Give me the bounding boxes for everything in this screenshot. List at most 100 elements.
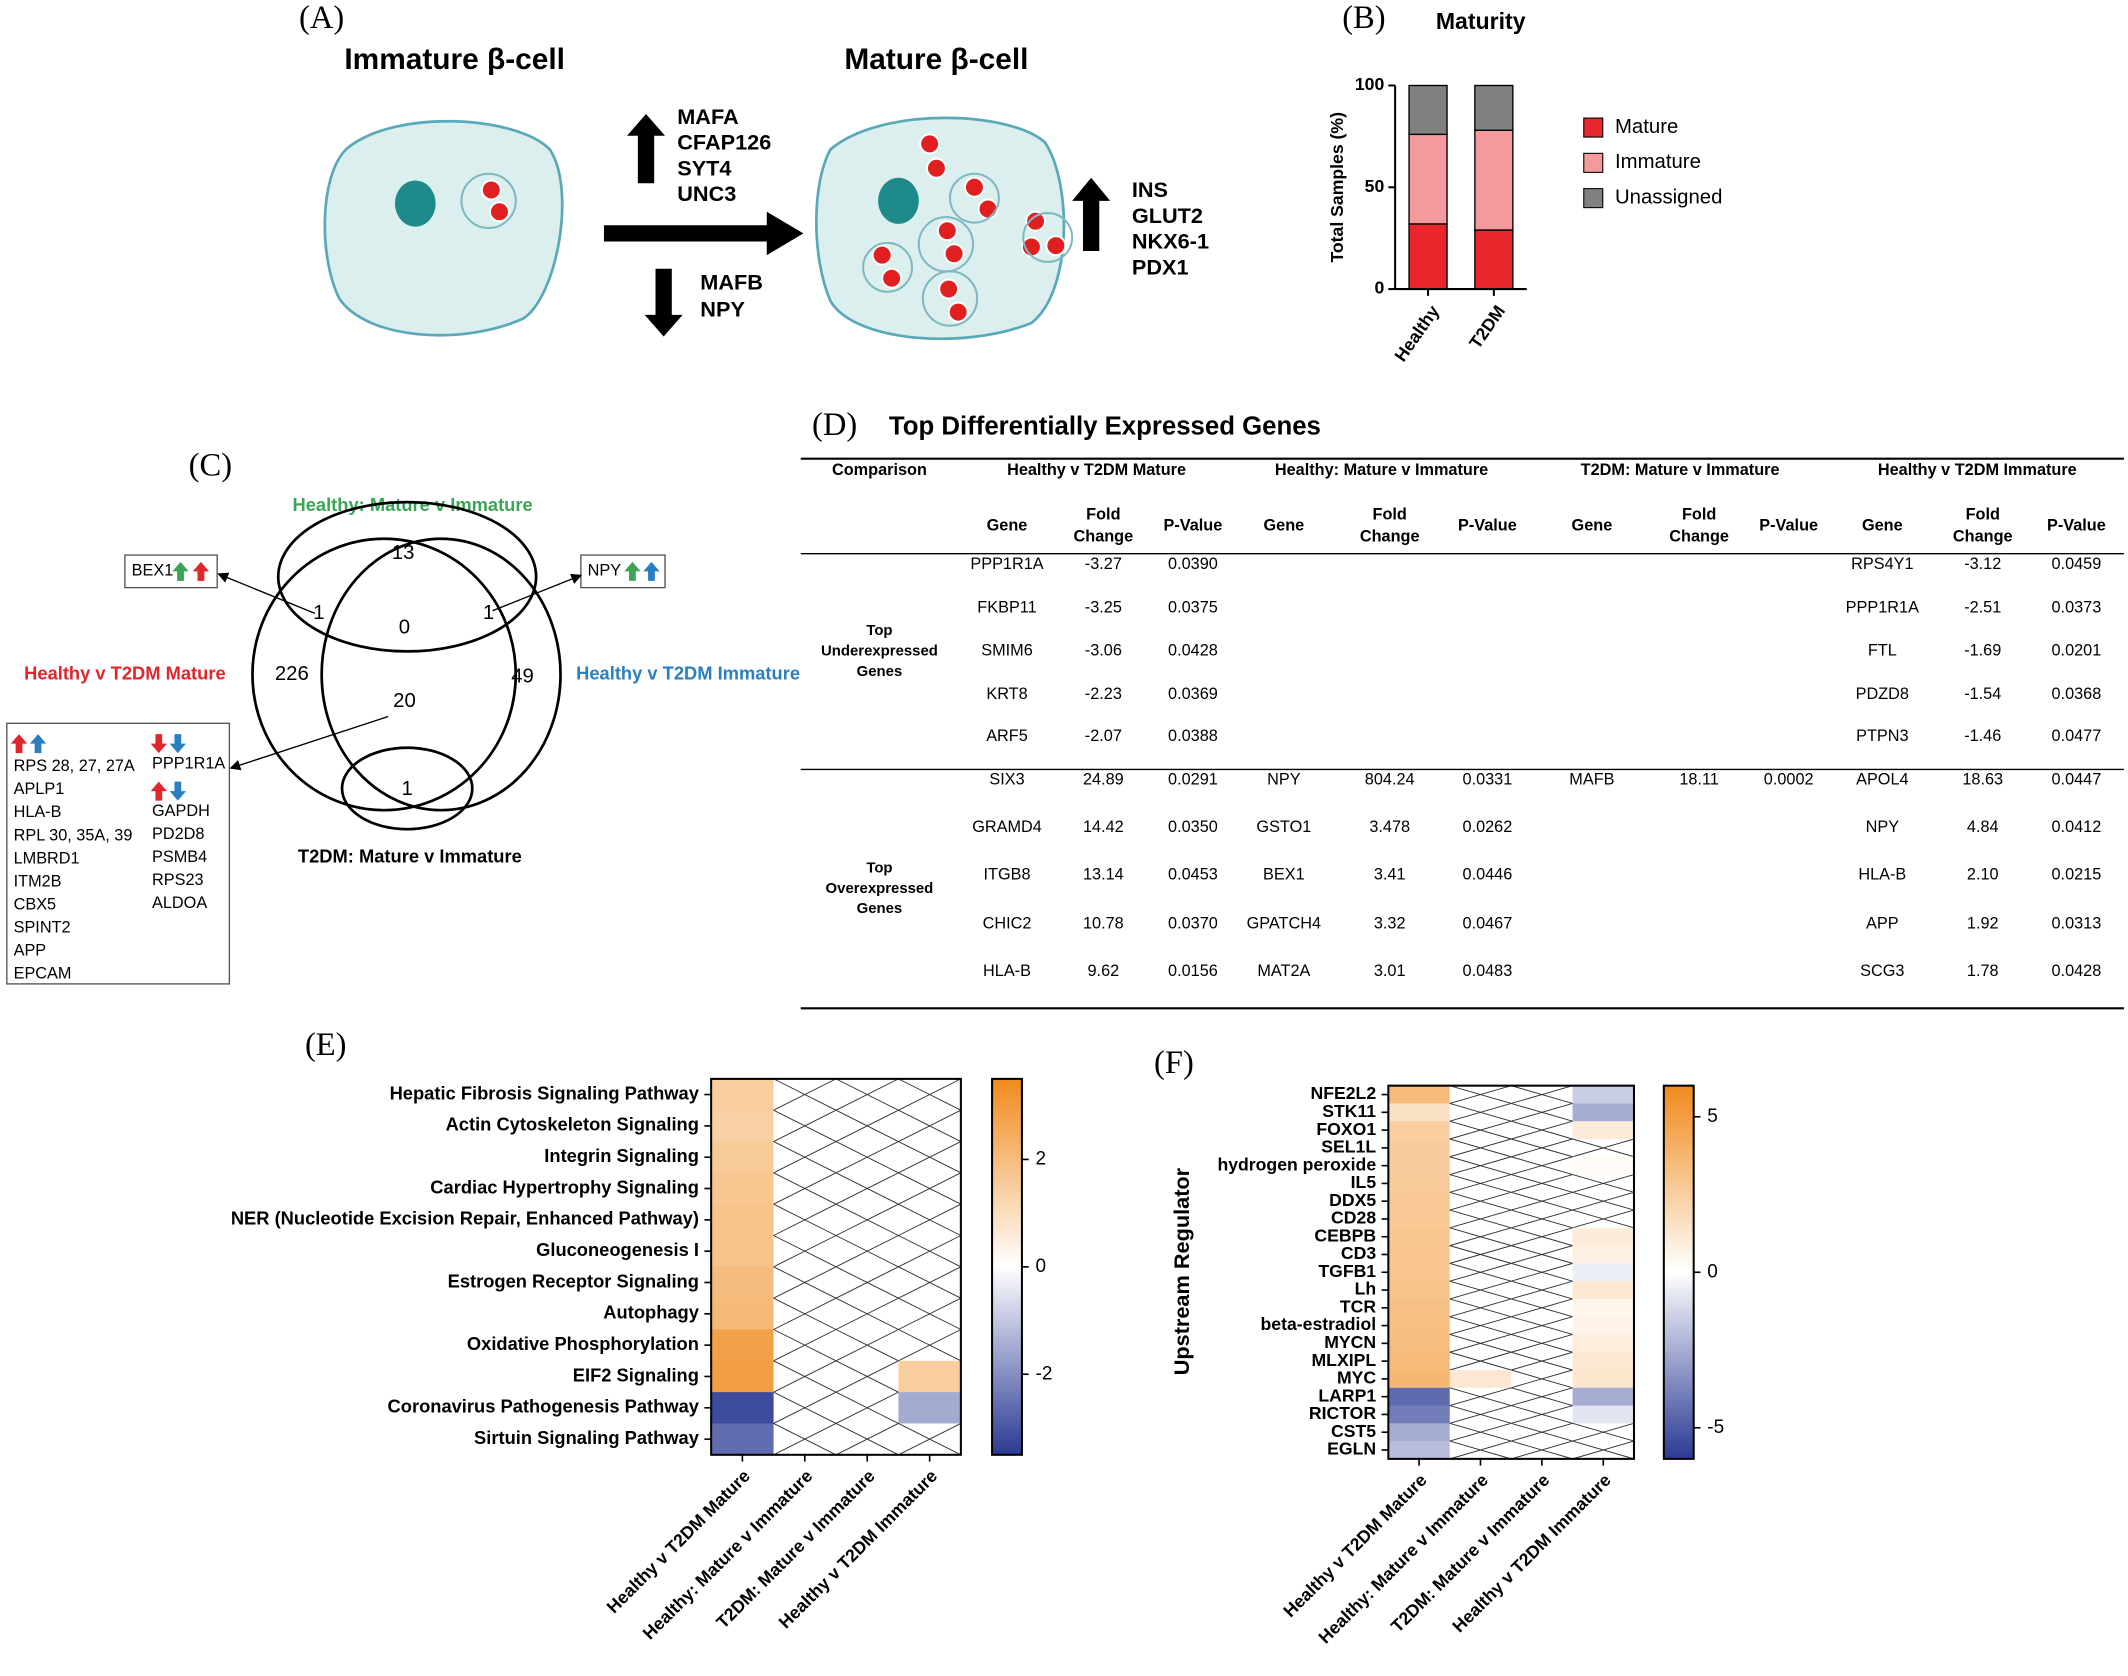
y-tick-label: 50 (1365, 176, 1385, 196)
table-cell: PTPN3 (1856, 727, 1908, 745)
heatmap-cell (1388, 1405, 1451, 1424)
hatch (1449, 1280, 1512, 1300)
row-label: EIF2 Signaling (573, 1364, 699, 1385)
venn-set (340, 746, 474, 831)
arrow-icon (169, 734, 186, 754)
heatmap-cell (711, 1172, 774, 1205)
table-cell: 0.0388 (1168, 727, 1218, 745)
hatch (1449, 1422, 1512, 1442)
granule (488, 201, 510, 223)
table-cell: 0.0262 (1463, 818, 1513, 836)
hatch (1449, 1387, 1512, 1407)
bar-segment (1474, 84, 1514, 131)
table-cell: 0.0467 (1463, 914, 1513, 932)
table-cell: 0.0477 (2052, 727, 2102, 745)
group-header: Healthy v T2DM Mature (1007, 461, 1186, 479)
gene: MAFA (677, 104, 739, 129)
bar-segment (1474, 229, 1514, 290)
panel-label: (B) (1342, 0, 1385, 36)
hatch (1449, 1138, 1512, 1158)
table-cell: 0.0331 (1463, 771, 1513, 789)
big-arrow (603, 211, 804, 256)
gene: SYT4 (677, 155, 731, 180)
row-label: MLXIPL (1312, 1350, 1377, 1370)
colorbar-tick-label: 0 (1036, 1256, 1047, 1277)
heatmap-cell (1572, 1334, 1635, 1353)
sub-header: P-Value (1458, 517, 1517, 535)
sub-header: Fold Change (1953, 506, 2013, 546)
table-cell: 3.478 (1369, 818, 1410, 836)
vesicle (921, 270, 979, 327)
vesicle (460, 172, 517, 230)
heatmap-cell (1388, 1121, 1451, 1140)
table-cell: 18.63 (1962, 771, 2003, 789)
table-cell: 0.0453 (1168, 866, 1218, 884)
chart-title: Maturity (1436, 8, 1526, 34)
bar-segment (1408, 133, 1448, 225)
gene: PPP1R1A (152, 754, 225, 772)
nucleus (394, 180, 436, 227)
hatch (1511, 1351, 1573, 1371)
hatch (1511, 1138, 1573, 1158)
table-cell: -2.23 (1085, 685, 1122, 703)
table-cell: ARF5 (986, 727, 1028, 745)
venn-set (276, 500, 538, 653)
heatmap-cell (1572, 1352, 1635, 1371)
heatmap-cell (1388, 1441, 1451, 1460)
hatch (1449, 1245, 1512, 1264)
table-cell: 0.0313 (2052, 914, 2102, 932)
table-cell: -3.25 (1085, 598, 1122, 616)
y-tick-label: 0 (1374, 278, 1384, 298)
gene: ITM2B (14, 872, 62, 890)
gene-box-label: BEX1 (132, 562, 174, 580)
row-label: EGLN (1327, 1439, 1376, 1459)
gene: GLUT2 (1132, 203, 1203, 228)
heatmap-cell (711, 1423, 774, 1456)
arrow-icon (169, 781, 186, 801)
granule (938, 278, 960, 300)
table-cell: -1.69 (1964, 642, 2001, 660)
hatch (1511, 1174, 1573, 1193)
panel-label: (A) (299, 0, 344, 36)
table-cell: 1.92 (1967, 914, 1999, 932)
table-cell: -1.46 (1964, 727, 2001, 745)
heatmap-cell (1388, 1156, 1451, 1175)
hatch (1449, 1262, 1512, 1282)
row-label: Cardiac Hypertrophy Signaling (430, 1176, 699, 1197)
row-label: Autophagy (603, 1302, 699, 1323)
colorbar (991, 1077, 1023, 1456)
legend-label: Unassigned (1615, 187, 1722, 209)
granule (919, 133, 941, 155)
granule (881, 267, 903, 289)
arrow-icon (150, 781, 167, 801)
sub-header: Fold Change (1074, 506, 1134, 546)
row-label: SEL1L (1321, 1137, 1376, 1157)
sub-header: Fold Change (1360, 506, 1420, 546)
venn-count: 13 (392, 542, 415, 564)
heatmap-cell (1388, 1210, 1451, 1229)
up-arrow (627, 113, 666, 184)
hatch (898, 1141, 962, 1174)
table-cell: 0.0350 (1168, 818, 1218, 836)
hatch (1449, 1351, 1512, 1371)
gene-list-box (6, 722, 231, 985)
hatch (835, 1078, 899, 1111)
hatch (1511, 1102, 1573, 1122)
hatch (1449, 1316, 1512, 1335)
table-cell: 0.0368 (2052, 685, 2102, 703)
table-cell: 0.0373 (2052, 598, 2102, 616)
hatch (773, 1172, 837, 1205)
cell (323, 119, 564, 337)
hatch (1572, 1138, 1635, 1158)
table-cell: -3.06 (1085, 642, 1122, 660)
bar-segment (1474, 129, 1514, 231)
heatmap-cell (1388, 1316, 1451, 1335)
gene: NKX6-1 (1132, 229, 1209, 254)
column-header: Comparison (832, 461, 927, 479)
table-cell: GRAMD4 (972, 818, 1042, 836)
heatmap-cell (711, 1235, 774, 1268)
sub-header: Fold Change (1669, 506, 1729, 546)
colorbar-tick-label: 5 (1707, 1106, 1718, 1127)
hatch (1511, 1405, 1573, 1424)
row-label: NFE2L2 (1311, 1083, 1377, 1103)
